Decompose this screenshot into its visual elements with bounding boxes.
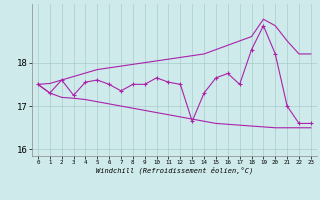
X-axis label: Windchill (Refroidissement éolien,°C): Windchill (Refroidissement éolien,°C) — [96, 167, 253, 174]
